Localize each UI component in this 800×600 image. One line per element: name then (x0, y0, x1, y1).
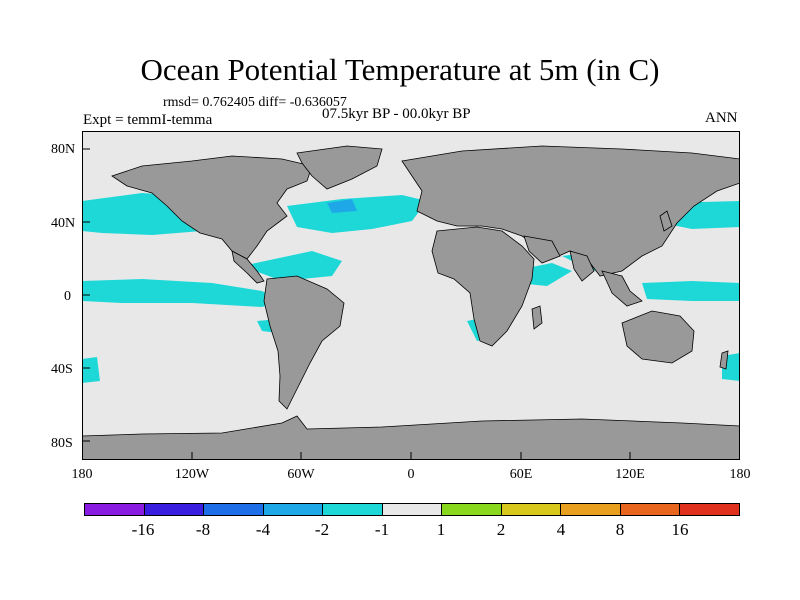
colorbar-segment (680, 504, 740, 515)
lon-label-60w: 60W (287, 467, 315, 482)
land-eurasia (401, 145, 740, 277)
lon-label-120e: 120E (615, 467, 645, 482)
colorbar-label: 2 (496, 520, 506, 539)
stats-text: rmsd= 0.762405 diff= -0.636057 (163, 95, 347, 110)
anomaly-west-pacific (642, 281, 740, 301)
lat-label-0: 0 (64, 289, 71, 304)
land-india (569, 250, 595, 282)
anomaly-gulf-stream-core (327, 199, 357, 213)
lon-label-60e: 60E (509, 467, 533, 482)
colorbar-segment (442, 504, 502, 515)
colorbar-segment (204, 504, 264, 515)
anomaly-north-atlantic (287, 195, 427, 233)
experiment-label: Expt = temmI-temma (83, 112, 213, 128)
land-north-america (111, 155, 313, 260)
lat-label-80n: 80N (51, 142, 76, 157)
land-japan (659, 210, 673, 232)
colorbar-label: -16 (131, 520, 155, 539)
land-madagascar (531, 305, 543, 330)
colorbar-label: 16 (671, 520, 689, 539)
colorbar-segment (561, 504, 621, 515)
plot-title: Ocean Potential Temperature at 5m (in C) (140, 52, 660, 87)
land-antarctica (82, 415, 740, 460)
land-greenland (296, 145, 383, 190)
lat-label-40n: 40N (51, 216, 76, 231)
colorbar-label: 1 (436, 520, 446, 539)
axis-ticks (82, 148, 631, 460)
lon-label-180e: 180 (729, 467, 751, 482)
colorbar-label: 4 (556, 520, 566, 539)
colorbar-segment (323, 504, 383, 515)
colorbar-label: 8 (615, 520, 625, 539)
lon-label-0: 0 (407, 467, 415, 482)
season-label: ANN (705, 110, 738, 126)
lon-label-120w: 120W (174, 467, 210, 482)
colorbar-label: -4 (255, 520, 271, 539)
anomaly-south-pacific (82, 357, 100, 383)
colorbar-segment (263, 504, 324, 515)
lat-label-40s: 40S (51, 362, 73, 377)
colorbar-segment (85, 504, 145, 515)
colorbar-label: -1 (374, 520, 390, 539)
land-arabia (523, 235, 561, 264)
land-south-america (263, 275, 345, 410)
lon-label-180w: 180 (71, 467, 93, 482)
land (82, 145, 740, 460)
land-new-zealand (719, 350, 729, 370)
colorbar-segment (501, 504, 562, 515)
land-africa (431, 226, 535, 347)
period-label: 07.5kyr BP - 00.0kyr BP (322, 106, 471, 122)
colorbar (84, 503, 740, 516)
world-map (82, 131, 740, 460)
anomaly-tropical-pacific (82, 279, 282, 307)
colorbar-label: -2 (314, 520, 330, 539)
anomaly-tropical-atlantic-west (242, 251, 342, 281)
colorbar-label: -8 (195, 520, 211, 539)
land-southeast-asia (601, 270, 643, 307)
colorbar-segment (620, 504, 681, 515)
lat-label-80s: 80S (51, 436, 73, 451)
land-central-america (231, 250, 265, 284)
land-australia (621, 310, 695, 364)
colorbar-segment (144, 504, 205, 515)
colorbar-segment (382, 504, 443, 515)
